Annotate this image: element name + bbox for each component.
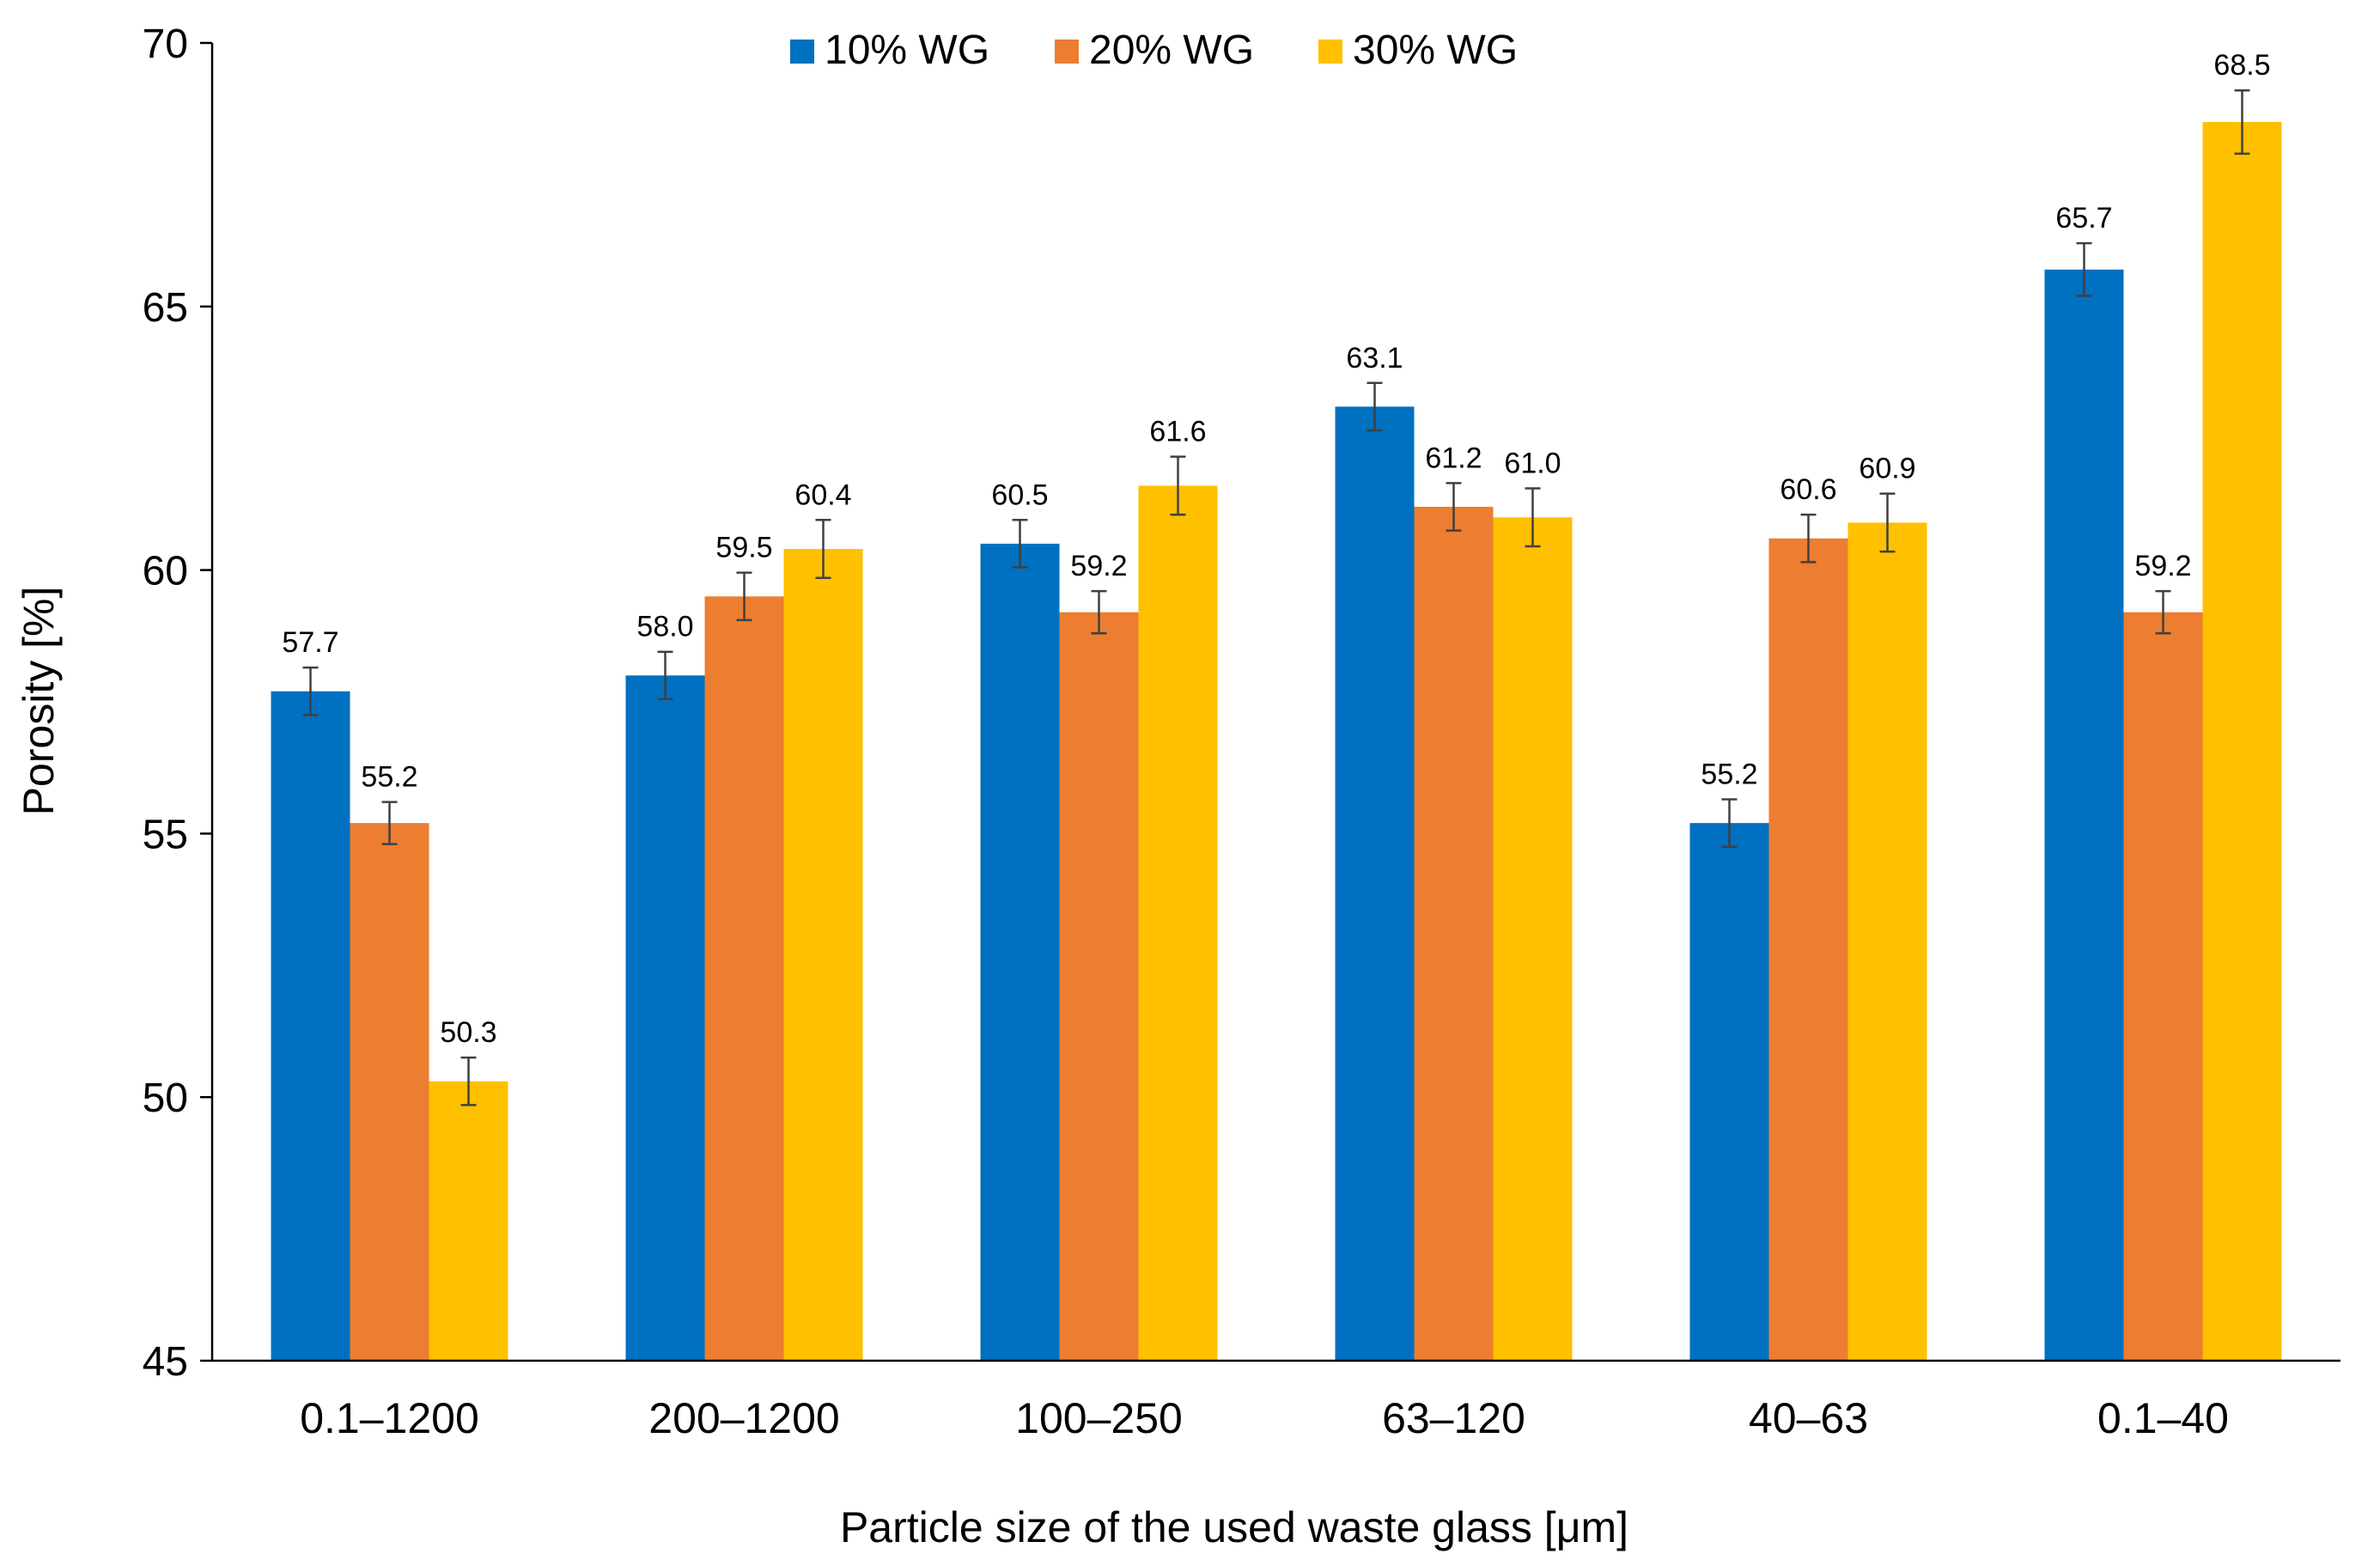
bar (350, 823, 429, 1361)
x-tick-label: 200–1200 (648, 1394, 839, 1442)
bar (1414, 506, 1494, 1361)
x-tick-label: 100–250 (1015, 1394, 1183, 1442)
bar (1847, 522, 1927, 1361)
legend-label: 30% WG (1353, 27, 1518, 73)
y-tick-label: 45 (143, 1339, 188, 1385)
legend-swatch (1318, 40, 1342, 64)
bar (1689, 823, 1769, 1361)
y-tick-label: 65 (143, 285, 188, 331)
data-label: 58.0 (636, 611, 693, 643)
bar (2202, 122, 2282, 1361)
bar (1493, 517, 1573, 1361)
data-label: 63.1 (1346, 342, 1403, 375)
x-axis-title: Particle size of the used waste glass [μ… (840, 1503, 1628, 1551)
bar (2044, 269, 2124, 1361)
y-tick-label: 60 (143, 549, 188, 594)
y-tick-label: 70 (143, 21, 188, 67)
bar (1138, 485, 1218, 1361)
data-label: 61.2 (1425, 442, 1482, 474)
y-axis: 45 50 55 60 65 70 (143, 21, 214, 1385)
legend-swatch (1055, 40, 1079, 64)
bar (1768, 538, 1848, 1361)
legend: 10% WG 20% WG 30% WG (790, 27, 1518, 73)
bar (980, 543, 1060, 1361)
data-label: 57.7 (282, 626, 338, 659)
data-label: 60.4 (794, 478, 851, 511)
bar (2123, 612, 2203, 1361)
y-tick-label: 55 (143, 812, 188, 857)
data-label: 61.0 (1504, 447, 1561, 479)
x-tick-label: 0.1–1200 (300, 1394, 479, 1442)
bar (625, 675, 705, 1361)
bar (429, 1081, 508, 1361)
x-tick-label: 0.1–40 (2097, 1394, 2229, 1442)
bar (783, 549, 863, 1361)
legend-swatch (790, 40, 814, 64)
data-label: 60.5 (991, 478, 1048, 511)
y-tick-label: 50 (143, 1076, 188, 1121)
bar (704, 596, 784, 1361)
bar (271, 691, 350, 1361)
data-label: 61.6 (1149, 416, 1206, 448)
data-label: 55.2 (1701, 759, 1757, 791)
x-axis: 0.1–1200 200–1200 100–250 63–120 40–63 0.1–40 (212, 1359, 2340, 1442)
legend-label: 20% WG (1089, 27, 1254, 73)
data-label: 55.2 (361, 761, 417, 794)
data-label: 59.5 (715, 532, 772, 564)
bar (1059, 612, 1139, 1361)
data-label: 60.9 (1859, 453, 1915, 485)
y-axis-title: Porosity [%] (15, 587, 63, 816)
data-label: 50.3 (440, 1016, 496, 1049)
data-label: 65.7 (2055, 202, 2112, 235)
data-label: 68.5 (2213, 49, 2270, 82)
bars: 57.7 58.0 60.5 63.1 55.2 65.7 55.2 59.5 59.2 61.2… (271, 49, 2282, 1361)
legend-label: 10% WG (825, 27, 989, 73)
data-label: 59.2 (2134, 550, 2191, 582)
x-tick-label: 40–63 (1749, 1394, 1868, 1442)
x-tick-label: 63–120 (1382, 1394, 1525, 1442)
bar (1335, 406, 1415, 1361)
data-label: 59.2 (1070, 550, 1127, 582)
data-label: 60.6 (1780, 473, 1836, 506)
